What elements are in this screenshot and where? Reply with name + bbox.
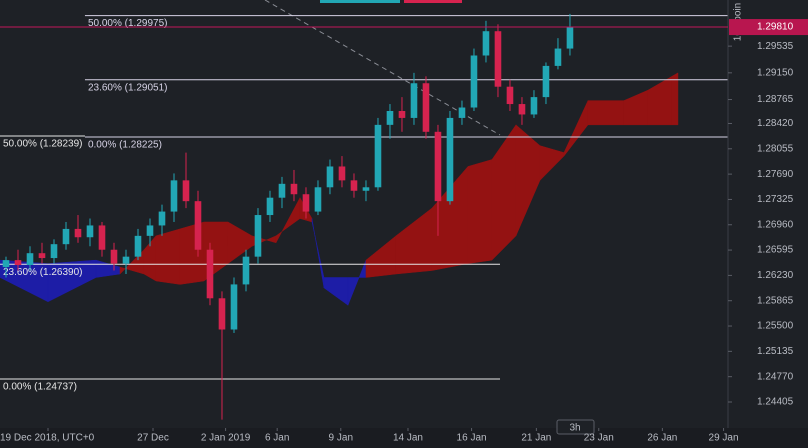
y-tick-label: 1.26230 (757, 270, 794, 281)
y-tick-label: 1.27325 (757, 194, 794, 205)
candle-body (146, 225, 154, 236)
cloud-segment (467, 159, 493, 264)
sell-button[interactable] (404, 0, 462, 3)
x-tick-label: 16 Jan (457, 433, 487, 444)
candle-body (278, 183, 286, 198)
candle-body (122, 256, 130, 264)
fib-label: 50.00% (1.28239) (3, 139, 83, 150)
x-tick-label: 14 Jan (393, 433, 423, 444)
candle-body (518, 104, 526, 115)
candle-body (182, 180, 190, 202)
candle-body (38, 253, 46, 259)
candle-body (362, 187, 370, 191)
candle-body (50, 244, 58, 259)
y-tick-label: 1.28420 (757, 118, 794, 129)
candle-body (314, 187, 322, 212)
candle-body (374, 124, 382, 188)
candle-body (446, 117, 454, 202)
candle-body (26, 253, 34, 265)
x-tick-label: 9 Jan (329, 433, 353, 444)
x-tick-label: 6 Jan (265, 433, 289, 444)
interval-box[interactable] (556, 419, 595, 435)
candle-body (230, 284, 238, 330)
candle-body (410, 83, 418, 118)
candle-body (74, 228, 82, 238)
x-tick-label: 19 Dec 2018, UTC+0 (0, 433, 95, 444)
y-tick-label: 1.24405 (757, 397, 794, 408)
price-axis-band (728, 0, 808, 428)
fib-label: 0.00% (1.28225) (88, 140, 162, 151)
candle-body (338, 166, 346, 181)
current-price-tag (729, 19, 808, 36)
candle-body (530, 97, 538, 115)
candle-body (218, 298, 226, 330)
fib-label: 50.00% (1.29975) (88, 18, 168, 29)
x-tick-label: 2 Jan 2019 (201, 433, 251, 444)
candle-body (386, 110, 394, 125)
candle-body (434, 131, 442, 202)
candle-body (2, 260, 10, 268)
candle-body (170, 180, 178, 212)
candle-body (290, 183, 298, 195)
y-tick-label: 1.28765 (757, 94, 794, 105)
fib-layer: 50.00% (1.29975) 23.60% (1.29051) 0.00% (1… (0, 15, 728, 393)
candle-body (266, 197, 274, 216)
time-axis-band (0, 428, 808, 448)
fib-label: 23.60% (1.29051) (88, 82, 168, 93)
candle-body (542, 65, 550, 98)
candle-body (254, 215, 262, 257)
candle-body (566, 27, 574, 49)
candle-body (482, 31, 490, 56)
y-tick-label: 1.25135 (757, 346, 794, 357)
current-price-label: 1.29810 (757, 22, 794, 33)
y-tick-label: 1.28055 (757, 143, 794, 154)
y-tick-label: 1.25500 (757, 321, 794, 332)
candle-body (194, 201, 202, 250)
candle-body (302, 194, 310, 212)
candle-body (206, 249, 214, 299)
candle-body (422, 83, 430, 132)
candle-body (350, 180, 358, 191)
y-tick-label: 1.25865 (757, 295, 794, 306)
candle-body (398, 110, 406, 118)
cloud-segment (587, 100, 625, 126)
cloud-segment (155, 228, 181, 285)
x-tick-label: 21 Jan (521, 433, 551, 444)
candle-body (158, 211, 166, 226)
y-tick-label: 1.27690 (757, 169, 794, 180)
y-tick-label: 1.26595 (757, 245, 794, 256)
candle-body (86, 225, 94, 238)
candle-body (494, 31, 502, 87)
x-tick-label: 23 Jan (584, 433, 614, 444)
x-tick-label: 29 Jan (709, 433, 739, 444)
y-tick-label: 1.29150 (757, 67, 794, 78)
y-tick-label: 1.26960 (757, 219, 794, 230)
candle-body (458, 107, 466, 118)
x-tick-label: 27 Dec (137, 433, 169, 444)
fib-label: 23.60% (1.26390) (3, 267, 83, 278)
buy-button[interactable] (320, 0, 400, 3)
candle-body (554, 48, 562, 66)
candle-body (506, 86, 514, 105)
cloud-segment (671, 72, 679, 126)
candle-body (242, 256, 250, 285)
candle-body (470, 55, 478, 108)
x-tick-label: 26 Jan (647, 433, 677, 444)
candle-body (134, 235, 142, 257)
y-tick-label: 1.29535 (757, 41, 794, 52)
candle-body (62, 228, 70, 245)
candle-layer (2, 13, 574, 420)
candle-body (110, 249, 118, 264)
candle-body (98, 225, 106, 250)
candle-body (326, 166, 334, 188)
fib-label: 0.00% (1.24737) (3, 382, 77, 393)
interval-label[interactable]: 3h (569, 423, 580, 434)
candle-body (14, 260, 22, 265)
y-tick-label: 1.24770 (757, 371, 794, 382)
